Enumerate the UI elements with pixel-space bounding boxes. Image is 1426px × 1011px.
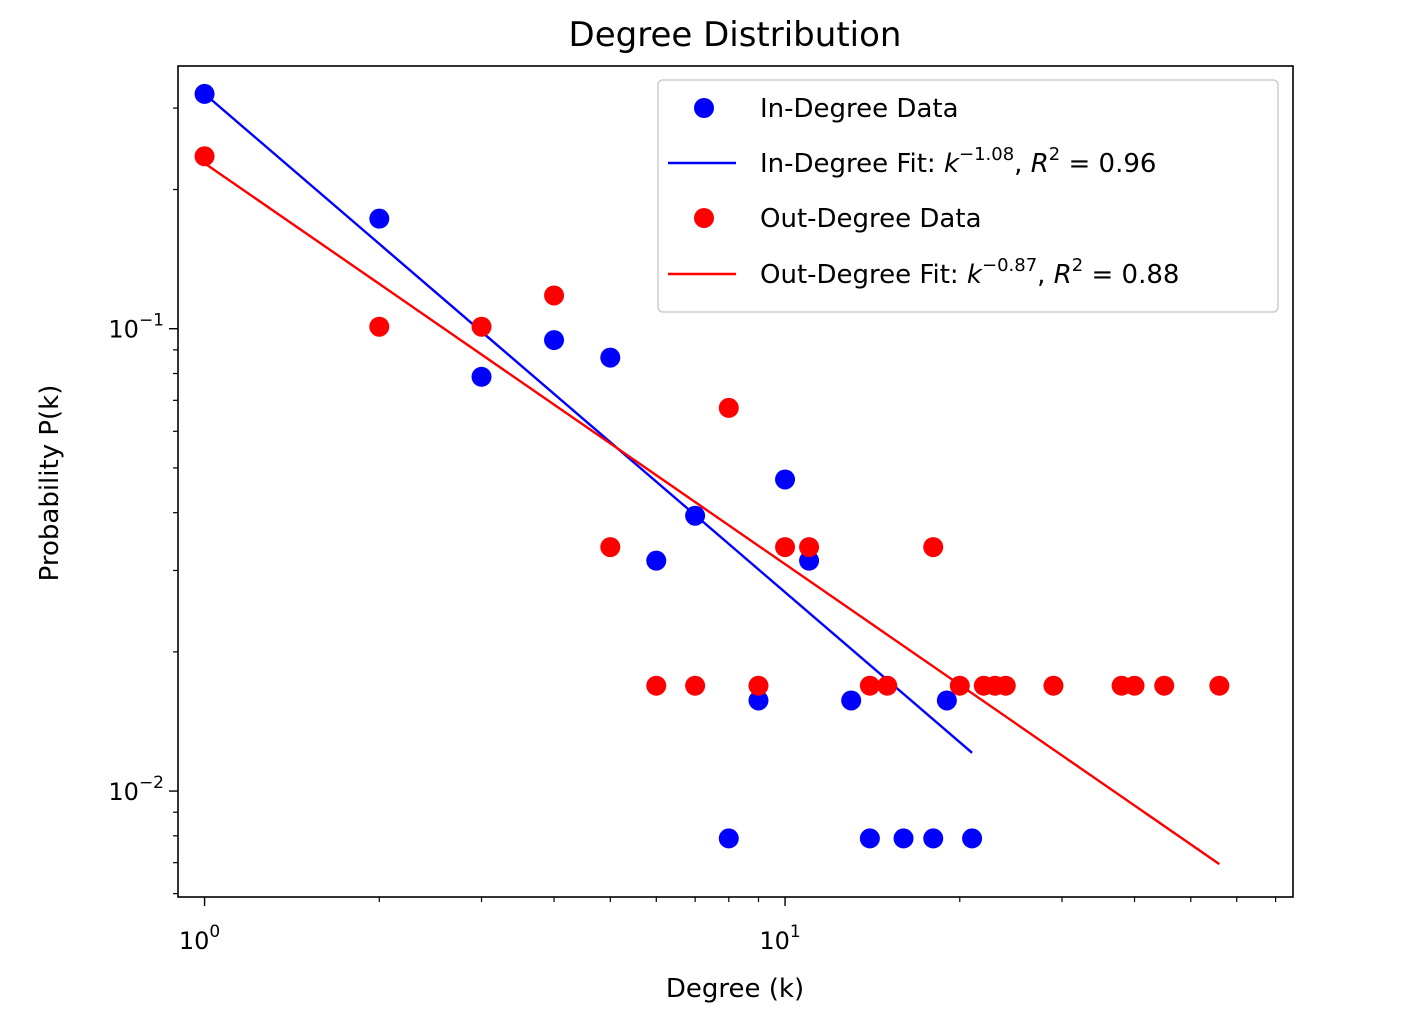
data-point <box>646 675 667 696</box>
legend: In-Degree Data In-Degree Fit: k−1.08, R2 … <box>657 79 1279 313</box>
legend-label: Out-Degree Fit: k−0.87, R2 = 0.88 <box>760 255 1179 290</box>
data-point <box>471 316 492 337</box>
scatter-series-0 <box>194 83 983 849</box>
data-point <box>544 285 565 306</box>
y-axis-label: Probability P(k) <box>35 385 65 582</box>
data-point <box>544 330 565 351</box>
data-point <box>748 675 769 696</box>
legend-marker <box>694 98 714 118</box>
data-point <box>923 828 944 849</box>
plot-area <box>177 65 1294 898</box>
legend-entry: Out-Degree Fit: k−0.87, R2 = 0.88 <box>668 255 1179 290</box>
data-point <box>194 83 215 104</box>
data-point <box>718 828 739 849</box>
data-point <box>1209 675 1230 696</box>
x-axis-label: Degree (k) <box>666 974 804 1004</box>
data-point <box>600 537 621 558</box>
data-point <box>799 537 820 558</box>
fit-line <box>203 162 1221 866</box>
y-tick-label: 10−2 <box>108 773 164 806</box>
data-point <box>471 366 492 387</box>
data-point <box>841 690 862 711</box>
series-1 <box>203 92 973 754</box>
data-point <box>369 208 390 229</box>
chart-title: Degree Distribution <box>569 15 902 55</box>
fit-line <box>203 92 973 754</box>
data-point <box>859 828 880 849</box>
data-point <box>859 675 880 696</box>
data-point <box>936 690 957 711</box>
data-point <box>718 397 739 418</box>
data-point <box>600 347 621 368</box>
data-point <box>775 537 796 558</box>
legend-label: In-Degree Data <box>760 94 959 124</box>
data-point <box>646 550 667 571</box>
plot-frame <box>177 65 1294 898</box>
legend-entry: In-Degree Fit: k−1.08, R2 = 0.96 <box>668 144 1156 179</box>
data-point <box>1043 675 1064 696</box>
legend-label: Out-Degree Data <box>760 204 982 234</box>
scatter-series-2 <box>194 146 1230 696</box>
data-point <box>775 469 796 490</box>
data-point <box>1154 675 1175 696</box>
x-tick-label: 100 <box>179 922 220 955</box>
y-tick-label: 10−1 <box>108 311 164 344</box>
data-point <box>949 675 970 696</box>
data-point <box>877 675 898 696</box>
data-point <box>685 505 706 526</box>
legend-entry: In-Degree Data <box>694 94 959 124</box>
legend-label: In-Degree Fit: k−1.08, R2 = 0.96 <box>760 144 1156 179</box>
series-3 <box>203 162 1221 866</box>
data-point <box>194 146 215 167</box>
data-point <box>962 828 983 849</box>
axis-ticks: 100 101 10−1 10−2 <box>108 107 1277 955</box>
data-point <box>1124 675 1145 696</box>
data-point <box>893 828 914 849</box>
data-point <box>995 675 1016 696</box>
data-point <box>923 537 944 558</box>
data-point <box>369 316 390 337</box>
legend-entry: Out-Degree Data <box>694 204 982 234</box>
series-layer <box>194 83 1230 866</box>
x-tick-label: 101 <box>759 922 800 955</box>
legend-marker <box>694 208 714 228</box>
data-point <box>685 675 706 696</box>
data-point <box>748 690 769 711</box>
legend-box <box>657 79 1279 313</box>
